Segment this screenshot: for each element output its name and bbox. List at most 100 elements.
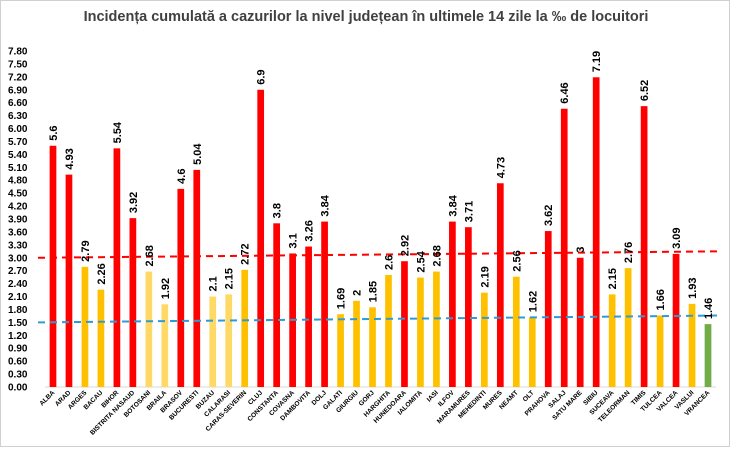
data-label: 2.1 (208, 276, 220, 291)
bar (49, 145, 57, 387)
data-label: 2.15 (607, 268, 619, 289)
bar (97, 289, 105, 387)
y-tick-label: 1.20 (8, 331, 28, 342)
data-label: 2.76 (623, 242, 635, 263)
bar (640, 106, 648, 387)
data-label: 2.15 (224, 268, 236, 289)
bar (337, 314, 344, 387)
data-label: 2.79 (80, 240, 92, 261)
y-tick-label: 5.40 (8, 150, 28, 161)
bar (576, 257, 584, 387)
trend-line (37, 250, 723, 259)
bar (688, 303, 696, 387)
data-label: 2 (352, 290, 364, 296)
bar (225, 294, 233, 387)
bar (369, 307, 376, 387)
data-label: 6.9 (256, 69, 268, 84)
y-tick-label: 4.50 (8, 189, 28, 200)
data-label: 3.8 (272, 203, 284, 218)
y-tick-label: 4.20 (8, 202, 28, 213)
y-tick-label: 2.70 (8, 266, 28, 277)
bar (257, 89, 265, 388)
bar (592, 77, 600, 388)
data-label: 3.62 (543, 205, 555, 226)
bar (129, 218, 137, 387)
y-tick-label: 6.00 (8, 124, 28, 135)
y-tick-label: 7.50 (8, 59, 28, 70)
data-label: 3.1 (288, 233, 300, 248)
y-tick-label: 5.70 (8, 137, 28, 148)
data-label: 2.54 (415, 250, 427, 272)
data-label: 5.04 (192, 143, 204, 165)
data-label: 2.56 (511, 250, 523, 271)
bar (560, 108, 568, 387)
data-label: 2.26 (96, 263, 108, 284)
trend-line (37, 314, 723, 324)
bar (161, 304, 169, 387)
data-label: 1.69 (336, 288, 348, 309)
bar (704, 324, 712, 387)
data-label: 5.6 (48, 125, 60, 140)
bar (433, 271, 440, 387)
bar (113, 148, 121, 387)
bar (241, 269, 249, 387)
data-labels: 5.6 4.93 2.79 2.26 5.54 3.92 2.68 1.92 4.6 5.04 2.… (48, 51, 715, 319)
y-tick-label: 0.60 (8, 357, 28, 368)
bar (624, 268, 632, 387)
data-label: 4.73 (495, 157, 507, 178)
y-tick-label: 7.20 (8, 72, 28, 83)
data-label: 1.62 (527, 291, 539, 312)
bar (528, 317, 536, 387)
x-tick-label: ALBA (38, 389, 56, 407)
data-label: 1.66 (655, 289, 667, 310)
reference-lines (37, 250, 723, 324)
bar (145, 271, 153, 387)
bar (81, 266, 89, 387)
y-tick-label: 0.30 (8, 370, 28, 381)
data-label: 7.19 (591, 51, 603, 72)
bar (209, 296, 217, 387)
y-tick-label: 2.10 (8, 292, 28, 303)
bar (656, 315, 664, 387)
y-tick-label: 3.90 (8, 215, 28, 226)
y-tick-label: 1.50 (8, 318, 28, 329)
data-label: 2.68 (431, 245, 443, 266)
data-label: 3.84 (320, 194, 332, 216)
bar-layer (49, 77, 712, 388)
data-label: 3.92 (128, 192, 140, 213)
y-tick-label: 3.30 (8, 240, 28, 251)
data-label: 2.68 (144, 245, 156, 266)
data-label: 1.85 (368, 281, 380, 302)
data-label: 4.93 (64, 148, 76, 169)
bar (401, 261, 408, 387)
data-label: 1.92 (160, 278, 172, 299)
bar (480, 292, 488, 387)
data-label: 6.46 (559, 82, 571, 103)
y-tick-label: 5.10 (8, 163, 28, 174)
bar (385, 275, 392, 387)
data-label: 3.84 (447, 194, 459, 216)
bar (305, 246, 312, 387)
data-label: 4.6 (176, 169, 188, 184)
y-tick-label: 0.00 (8, 383, 28, 394)
bar (353, 300, 360, 387)
bar (273, 223, 281, 387)
bar (608, 294, 616, 387)
data-label: 6.52 (639, 80, 651, 101)
bar (512, 276, 520, 387)
data-label: 5.54 (112, 121, 124, 143)
data-label: 3.71 (463, 201, 475, 222)
y-tick-label: 6.90 (8, 85, 28, 96)
chart-title: Incidența cumulată a cazurilor la nivel … (83, 9, 649, 25)
data-label: 2.92 (399, 235, 411, 256)
data-label: 2.72 (240, 243, 252, 264)
bar (65, 174, 73, 387)
bar (417, 277, 424, 387)
data-label: 1.93 (687, 277, 699, 298)
y-tick-label: 6.60 (8, 98, 28, 109)
y-tick-label: 3.60 (8, 227, 28, 238)
y-tick-label: 7.80 (8, 47, 28, 58)
y-tick-label: 0.90 (8, 344, 28, 355)
